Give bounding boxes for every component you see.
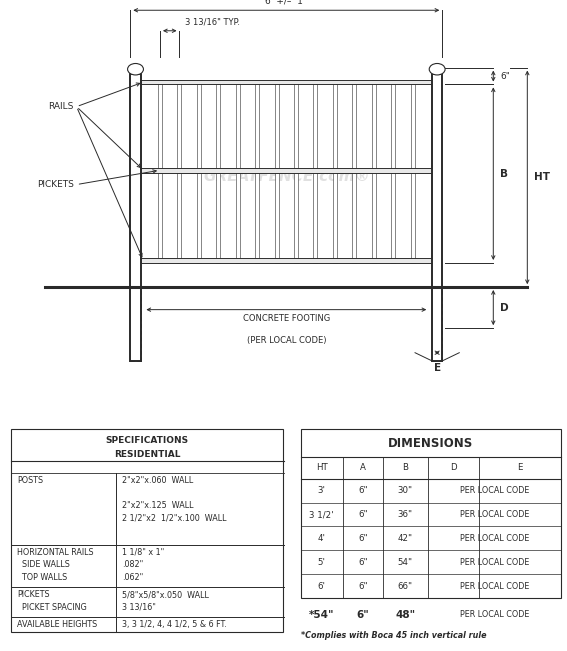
Text: HT: HT: [316, 464, 328, 473]
Text: PER LOCAL CODE: PER LOCAL CODE: [460, 486, 530, 495]
Text: 4': 4': [318, 534, 326, 543]
Bar: [432, 74, 442, 361]
Bar: [141, 79, 432, 85]
Bar: [372, 79, 376, 263]
Text: D: D: [500, 303, 509, 312]
Text: CONCRETE FOOTING: CONCRETE FOOTING: [243, 314, 330, 323]
Text: AVAILABLE HEIGHTS: AVAILABLE HEIGHTS: [17, 620, 98, 629]
Text: PER LOCAL CODE: PER LOCAL CODE: [460, 510, 530, 519]
Circle shape: [429, 64, 445, 75]
Text: 5': 5': [318, 558, 326, 567]
Text: 6’ +/–  1": 6’ +/– 1": [265, 0, 307, 5]
Text: 6": 6": [358, 534, 367, 543]
Bar: [236, 79, 240, 263]
Text: PER LOCAL CODE: PER LOCAL CODE: [460, 558, 530, 567]
Text: 6": 6": [500, 72, 510, 81]
Text: PER LOCAL CODE: PER LOCAL CODE: [460, 611, 530, 619]
Bar: [411, 79, 414, 263]
Text: 3': 3': [318, 486, 326, 495]
Text: 6": 6": [358, 581, 367, 590]
Text: *Complies with Boca 45 inch vertical rule: *Complies with Boca 45 inch vertical rul…: [301, 631, 486, 640]
Text: *54": *54": [309, 610, 335, 620]
Text: GREATFENCE.com®: GREATFENCE.com®: [203, 169, 370, 184]
Text: HORIZONTAL RAILS
  SIDE WALLS
  TOP WALLS: HORIZONTAL RAILS SIDE WALLS TOP WALLS: [17, 548, 94, 582]
Text: 2"x2"x.060  WALL

2"x2"x.125  WALL
2 1/2"x2  1/2"x.100  WALL: 2"x2"x.060 WALL 2"x2"x.125 WALL 2 1/2"x2…: [122, 476, 226, 522]
Text: 66": 66": [398, 581, 413, 590]
Bar: [158, 79, 162, 263]
Text: 3 1/2': 3 1/2': [310, 510, 334, 519]
Text: HT: HT: [534, 173, 550, 182]
Text: 6": 6": [357, 610, 369, 620]
Text: DIMENSIONS: DIMENSIONS: [388, 437, 473, 450]
Bar: [141, 168, 432, 173]
Text: 6": 6": [358, 510, 367, 519]
Bar: [11, 430, 283, 631]
Text: PICKETS
  PICKET SPACING: PICKETS PICKET SPACING: [17, 590, 87, 611]
Text: PER LOCAL CODE: PER LOCAL CODE: [460, 534, 530, 543]
Bar: [314, 79, 318, 263]
Bar: [352, 79, 356, 263]
Text: 6": 6": [358, 558, 367, 567]
Bar: [255, 79, 259, 263]
Bar: [197, 79, 201, 263]
Text: 36": 36": [398, 510, 413, 519]
Text: PICKETS: PICKETS: [37, 180, 74, 189]
Text: B: B: [403, 464, 408, 473]
Text: A: A: [360, 464, 366, 473]
Bar: [333, 79, 337, 263]
Text: 5/8"x5/8"x.050  WALL
3 13/16": 5/8"x5/8"x.050 WALL 3 13/16": [122, 590, 209, 611]
Text: POSTS: POSTS: [17, 476, 43, 484]
Bar: [294, 79, 298, 263]
Bar: [391, 79, 395, 263]
Text: B: B: [500, 169, 508, 178]
Text: 54": 54": [398, 558, 413, 567]
Bar: [130, 74, 141, 361]
Text: D: D: [450, 464, 457, 473]
Text: 48": 48": [395, 610, 416, 620]
Bar: [141, 258, 432, 263]
Circle shape: [128, 64, 143, 75]
Text: 6': 6': [318, 581, 326, 590]
Text: 1 1/8" x 1"
.082"
.062": 1 1/8" x 1" .082" .062": [122, 548, 164, 582]
Text: RAILS: RAILS: [48, 102, 74, 111]
Bar: [177, 79, 181, 263]
Text: PER LOCAL CODE: PER LOCAL CODE: [460, 581, 530, 590]
Text: SPECIFICATIONS: SPECIFICATIONS: [106, 436, 189, 445]
Text: (PER LOCAL CODE): (PER LOCAL CODE): [247, 337, 326, 345]
Bar: [274, 79, 278, 263]
Bar: [301, 430, 561, 598]
Bar: [217, 79, 221, 263]
Text: E: E: [518, 464, 523, 473]
Text: 42": 42": [398, 534, 413, 543]
Text: RESIDENTIAL: RESIDENTIAL: [114, 450, 181, 459]
Text: 3, 3 1/2, 4, 4 1/2, 5 & 6 FT.: 3, 3 1/2, 4, 4 1/2, 5 & 6 FT.: [122, 620, 227, 629]
Text: 3 13/16" TYP.: 3 13/16" TYP.: [185, 18, 240, 27]
Text: 6": 6": [358, 486, 367, 495]
Text: 30": 30": [398, 486, 413, 495]
Text: E: E: [434, 363, 441, 373]
